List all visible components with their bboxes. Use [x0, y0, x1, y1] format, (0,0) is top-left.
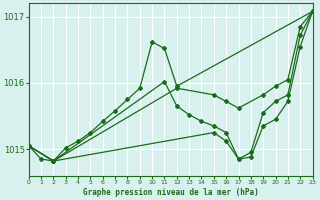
X-axis label: Graphe pression niveau de la mer (hPa): Graphe pression niveau de la mer (hPa)	[83, 188, 259, 197]
